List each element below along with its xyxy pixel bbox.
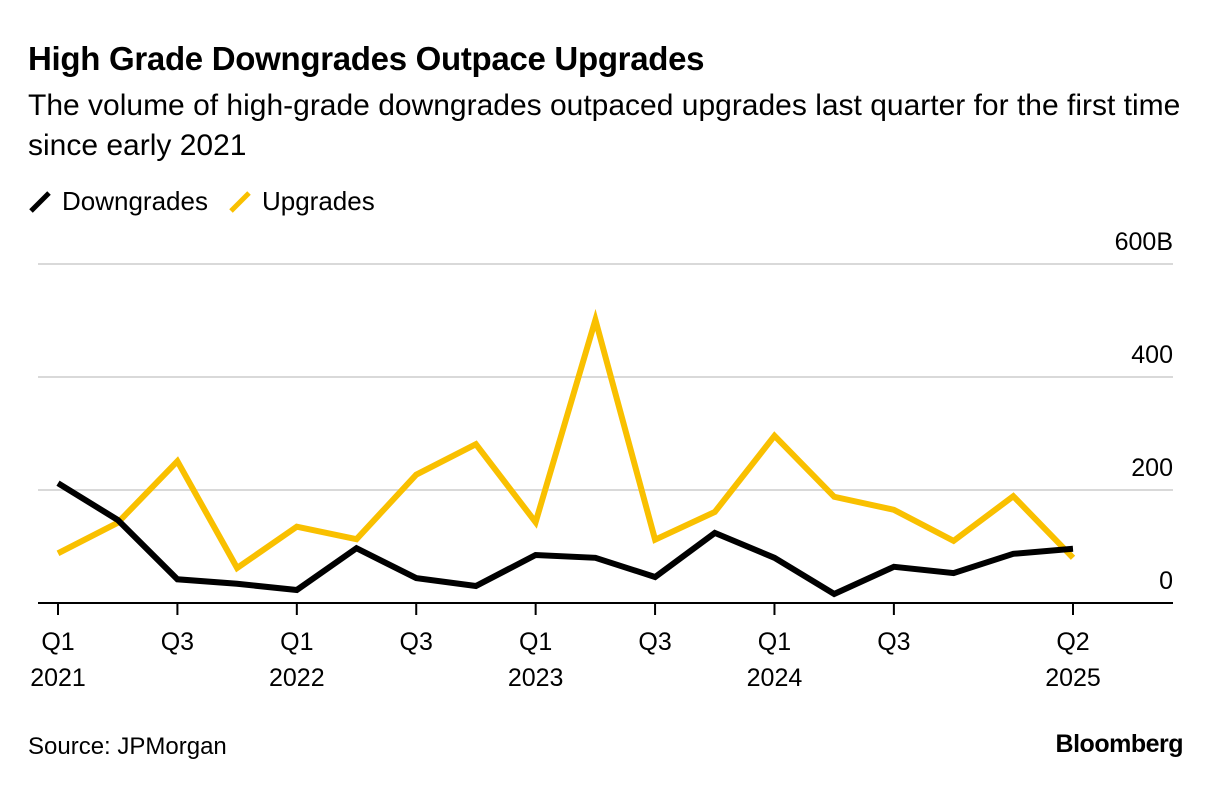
x-tick-label-quarter: Q3 — [400, 628, 433, 656]
legend-label-downgrades: Downgrades — [62, 186, 208, 216]
x-tick-label-year: 2022 — [269, 664, 325, 692]
x-tick-label-quarter: Q3 — [161, 628, 194, 656]
chart-subtitle: The volume of high-grade downgrades outp… — [28, 89, 1181, 162]
series-line-upgrades — [56, 308, 1076, 573]
x-tick-label-quarter: Q1 — [758, 628, 791, 656]
y-tick-label-600: 600B — [1115, 228, 1173, 256]
y-tick-label-200: 200 — [1131, 454, 1173, 482]
x-tick-label-quarter: Q1 — [41, 628, 74, 656]
bloomberg-logo: Bloomberg — [1055, 730, 1184, 758]
x-tick-label-quarter: Q3 — [877, 628, 910, 656]
x-tick-label-quarter: Q2 — [1056, 628, 1089, 656]
gridlines — [38, 263, 1173, 491]
x-tick-label-year: 2023 — [508, 664, 564, 692]
x-tick-label-year: 2025 — [1045, 664, 1101, 692]
y-axis-labels: 0 200 400 600B — [1115, 228, 1173, 595]
x-tick-label-year: 2021 — [30, 664, 86, 692]
x-axis: Q1 2021 Q3 Q1 2022 Q3 Q1 2023 Q3 Q1 2024 Q3 Q2 2025 — [30, 602, 1173, 692]
x-tick-label-quarter: Q1 — [519, 628, 552, 656]
x-tick-label-quarter: Q3 — [638, 628, 671, 656]
upgrades-line-swatch-icon — [229, 190, 251, 213]
legend-item-downgrades: Downgrades — [28, 186, 208, 217]
downgrades-line-swatch-icon — [29, 190, 51, 213]
series-lines — [56, 308, 1076, 598]
legend-label-upgrades: Upgrades — [261, 186, 375, 216]
y-tick-label-0: 0 — [1159, 567, 1173, 595]
legend-item-upgrades: Upgrades — [228, 186, 375, 217]
y-tick-label-400: 400 — [1131, 341, 1173, 369]
chart-title: High Grade Downgrades Outpace Upgrades — [28, 40, 705, 77]
x-tick-label-quarter: Q1 — [280, 628, 313, 656]
source-note: Source: JPMorgan — [28, 733, 227, 760]
legend: Downgrades Upgrades — [28, 186, 395, 217]
series-line-downgrades — [56, 480, 1074, 598]
x-tick-label-year: 2024 — [747, 664, 803, 692]
